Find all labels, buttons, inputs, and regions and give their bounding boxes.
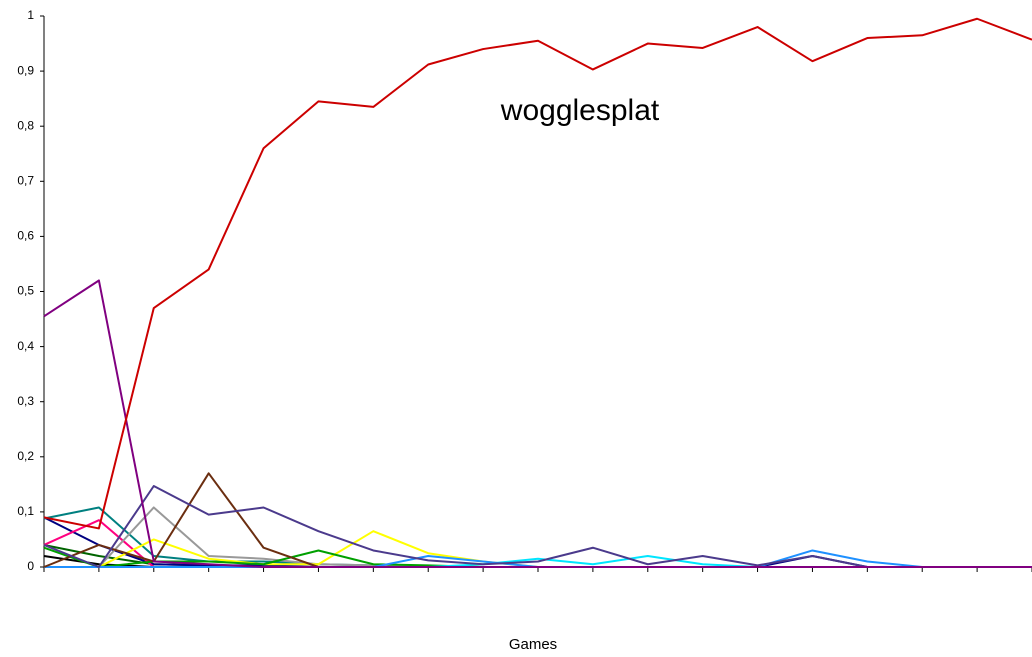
- y-tick-label: 0,5: [17, 284, 34, 298]
- y-tick-label: 0,1: [17, 504, 34, 518]
- annotation: wogglesplat: [500, 94, 660, 127]
- y-tick-label: 0,9: [17, 63, 34, 77]
- x-axis-label: Games: [509, 636, 557, 653]
- y-tick-label: 0,7: [17, 173, 34, 187]
- series-line: [43, 17, 1032, 530]
- series-line: [43, 279, 1032, 568]
- y-tick-label: 0: [27, 559, 34, 573]
- y-tick-label: 0,2: [17, 449, 34, 463]
- y-tick-label: 0,4: [17, 339, 34, 353]
- y-tick-label: 0,3: [17, 394, 34, 408]
- y-tick-label: 1: [27, 8, 34, 22]
- y-tick-label: 0,6: [17, 229, 34, 243]
- y-tick-label: 0,8: [17, 118, 34, 132]
